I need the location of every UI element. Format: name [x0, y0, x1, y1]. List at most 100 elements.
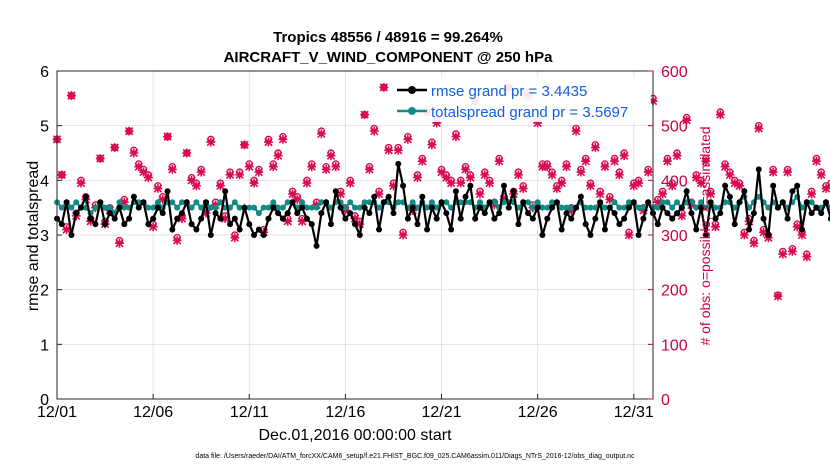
rmse-point [246, 221, 253, 228]
obs-assimilated-point [446, 178, 456, 188]
rmse-point [750, 210, 757, 217]
totalspread-point [534, 199, 541, 206]
rmse-point [544, 215, 551, 222]
rmse-point [736, 199, 743, 206]
totalspread-point [635, 204, 642, 211]
rmse-point [337, 204, 344, 211]
x-tick-label: 12/06 [133, 404, 173, 421]
rmse-point [683, 188, 690, 195]
totalspread-point [525, 199, 532, 206]
obs-assimilated-point [725, 170, 735, 180]
rmse-point [549, 204, 556, 211]
obs-assimilated-point [812, 156, 821, 166]
rmse-point [82, 193, 89, 200]
rmse-point [327, 221, 334, 228]
legend-rmse-marker [408, 86, 416, 94]
totalspread-point [601, 204, 608, 211]
footer-filepath: data file: /Users/raeder/DAI/ATM_forcXX/… [195, 453, 635, 460]
obs-assimilated-point [562, 162, 571, 172]
rmse-point [476, 204, 483, 211]
x-tick-label: 12/21 [421, 404, 461, 421]
rmse-point [654, 221, 661, 228]
rmse-point [539, 232, 546, 238]
obs-assimilated-point [398, 230, 408, 240]
obs-assimilated-point [302, 178, 312, 188]
totalspread-point [313, 204, 320, 211]
obs-assimilated-point [759, 227, 768, 237]
rmse-point [621, 215, 628, 222]
obs-assimilated-point [393, 145, 403, 155]
totalspread-point [198, 204, 205, 211]
rmse-point [251, 232, 258, 238]
rmse-point [486, 199, 493, 206]
rmse-point [818, 210, 825, 217]
rmse-point [174, 215, 181, 222]
obs-assimilated-point [701, 156, 711, 166]
totalspread-point [654, 204, 661, 211]
rmse-point [592, 215, 599, 222]
rmse-point [188, 221, 195, 228]
totalspread-point [558, 204, 565, 211]
rmse-point [640, 215, 647, 222]
obs-assimilated-point [586, 181, 595, 191]
obs-assimilated-point [417, 156, 427, 166]
obs-assimilated-point [355, 219, 365, 229]
y2-tick-label: 300 [661, 228, 688, 245]
rmse-point [404, 215, 411, 222]
obs-assimilated-point [297, 216, 307, 226]
rmse-point [717, 210, 724, 217]
totalspread-point [611, 199, 618, 206]
obs-assimilated-point [321, 165, 331, 174]
obs-assimilated-point [292, 195, 302, 204]
totalspread-point [68, 204, 75, 211]
rmse-point [702, 232, 709, 238]
obs-assimilated-point [547, 170, 557, 180]
obs-assimilated-point [619, 151, 629, 161]
obs-assimilated-point [542, 162, 552, 172]
obs-assimilated-point [691, 173, 701, 182]
totalspread-point [563, 204, 570, 211]
rmse-point [145, 221, 152, 228]
rmse-point [270, 204, 277, 211]
totalspread-point [409, 199, 416, 206]
obs-assimilated-point [643, 167, 653, 177]
obs-assimilated-point [115, 238, 124, 248]
rmse-point [501, 182, 507, 189]
obs-assimilated-point [768, 167, 778, 177]
obs-assimilated-point [624, 230, 634, 240]
rmse-point [140, 199, 147, 206]
obs-assimilated-point [148, 222, 158, 232]
obs-assimilated-point [240, 140, 249, 150]
totalspread-point [366, 199, 373, 206]
obs-assimilated-point [475, 189, 485, 199]
rmse-point [827, 215, 830, 222]
obs-assimilated-point [696, 178, 706, 188]
rmse-point [409, 204, 416, 211]
rmse-point [669, 215, 676, 222]
obs-assimilated-point [389, 181, 398, 191]
totalspread-point [178, 199, 185, 206]
rmse-point [678, 204, 685, 211]
totalspread-point [549, 199, 556, 206]
rmse-point [428, 204, 435, 211]
rmse-point [87, 215, 94, 222]
totalspread-point [347, 199, 354, 206]
obs-assimilated-point [706, 189, 716, 199]
totalspread-point [693, 204, 700, 211]
totalspread-point [731, 204, 738, 211]
obs-assimilated-point [432, 118, 442, 128]
obs-assimilated-point [230, 233, 240, 243]
rmse-point [207, 232, 214, 238]
obs-assimilated-point [153, 184, 163, 193]
rmse-point [505, 204, 512, 211]
x-tick-label: 12/16 [325, 404, 365, 421]
totalspread-point [702, 204, 709, 211]
rmse-point [693, 226, 700, 233]
y2-tick-label: 400 [661, 173, 688, 190]
rmse-point [755, 166, 762, 173]
totalspread-point [568, 204, 575, 211]
obs-assimilated-point [201, 208, 211, 218]
totalspread-point [284, 199, 291, 206]
rmse-point [414, 221, 421, 228]
totalspread-point [318, 199, 325, 206]
